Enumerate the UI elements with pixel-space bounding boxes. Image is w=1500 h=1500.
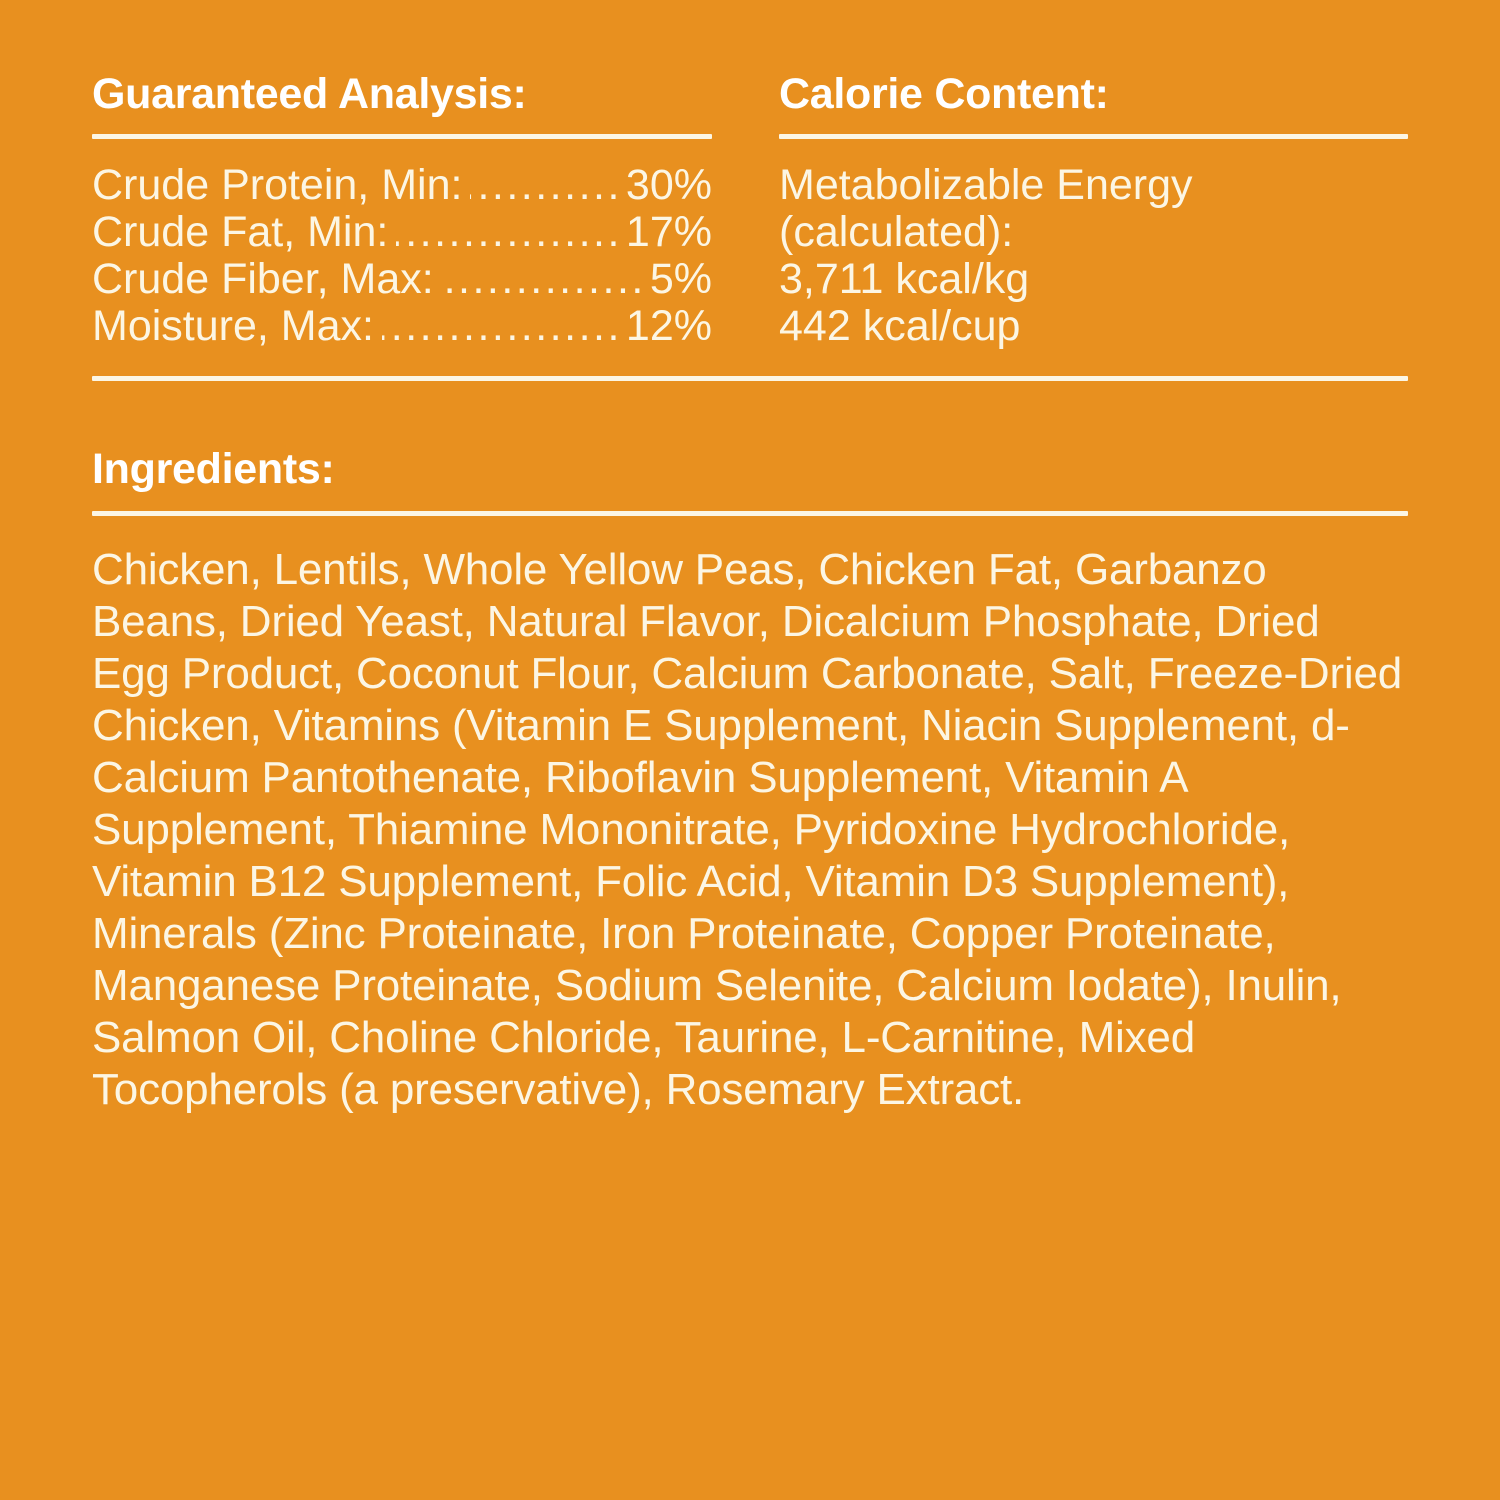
- nutrient-value: 17%: [625, 208, 712, 257]
- table-row: Crude Fiber, Max: 5%: [92, 256, 712, 303]
- calorie-content-heading: Calorie Content:: [779, 70, 1109, 118]
- dot-leader: [442, 258, 646, 301]
- calorie-line: (calculated):: [779, 208, 1014, 257]
- nutrition-panel: Guaranteed Analysis: Crude Protein, Min:…: [92, 0, 1408, 350]
- dot-leader: [382, 305, 622, 348]
- nutrient-label: Crude Fiber, Max:: [92, 255, 434, 304]
- guaranteed-analysis-heading: Guaranteed Analysis:: [92, 70, 527, 118]
- calorie-line: 3,711 kcal/kg: [779, 255, 1030, 304]
- column-gap: [712, 72, 779, 350]
- calorie-content-column: Calorie Content: Metabolizable Energy (c…: [779, 70, 1408, 350]
- table-row: Crude Fat, Min: 17%: [92, 209, 712, 256]
- nutrient-label: Crude Protein, Min:: [92, 161, 463, 210]
- nutrient-label: Moisture, Max:: [92, 302, 374, 351]
- dot-leader: [470, 164, 621, 207]
- ingredients-section: Ingredients: Chicken, Lentils, Whole Yel…: [92, 445, 1408, 1116]
- nutrition-panel-bottom-divider: [92, 376, 1408, 382]
- ingredients-divider: [92, 511, 1408, 517]
- nutrient-value: 12%: [625, 302, 712, 351]
- calorie-line: 442 kcal/cup: [779, 302, 1021, 351]
- calorie-content-divider: [779, 134, 1408, 140]
- guaranteed-analysis-list: Crude Protein, Min: 30% Crude Fat, Min: …: [92, 162, 712, 350]
- dot-leader: [396, 211, 622, 254]
- nutrient-value: 30%: [625, 161, 712, 210]
- calorie-content-list: Metabolizable Energy (calculated): 3,711…: [779, 162, 1408, 350]
- nutrient-label: Crude Fat, Min:: [92, 208, 389, 257]
- table-row: Crude Protein, Min: 30%: [92, 162, 712, 209]
- guaranteed-analysis-column: Guaranteed Analysis: Crude Protein, Min:…: [92, 70, 712, 350]
- guaranteed-analysis-divider: [92, 134, 712, 140]
- calorie-line: Metabolizable Energy: [779, 161, 1193, 210]
- table-row: Moisture, Max: 12%: [92, 303, 712, 350]
- ingredients-heading: Ingredients:: [92, 445, 335, 494]
- nutrient-value: 5%: [649, 255, 712, 304]
- ingredients-text: Chicken, Lentils, Whole Yellow Peas, Chi…: [92, 545, 1403, 1115]
